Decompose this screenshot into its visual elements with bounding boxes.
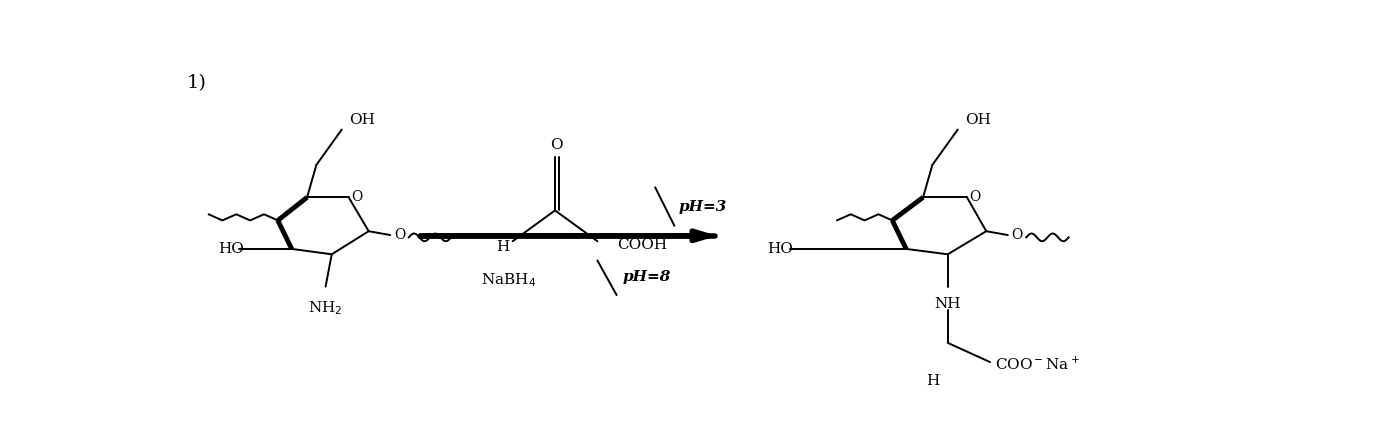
Text: O: O [1012,228,1023,242]
Text: O: O [551,138,563,152]
Text: HO: HO [767,242,793,256]
Text: pH=8: pH=8 [623,270,671,284]
Text: O: O [969,191,980,204]
Text: COOH: COOH [616,238,666,252]
Text: OH: OH [350,113,375,127]
Text: HO: HO [217,242,244,256]
Text: 1): 1) [187,74,206,92]
Text: O: O [395,228,406,242]
Text: NH: NH [934,297,960,311]
Text: NaBH$_4$: NaBH$_4$ [481,271,537,289]
Text: H: H [496,240,509,254]
Text: OH: OH [966,113,991,127]
Text: H: H [926,374,940,388]
Text: NH$_2$: NH$_2$ [308,299,343,317]
Text: COO$^-$Na$^+$: COO$^-$Na$^+$ [995,356,1080,373]
Text: pH=3: pH=3 [679,200,726,214]
Text: O: O [351,191,362,204]
